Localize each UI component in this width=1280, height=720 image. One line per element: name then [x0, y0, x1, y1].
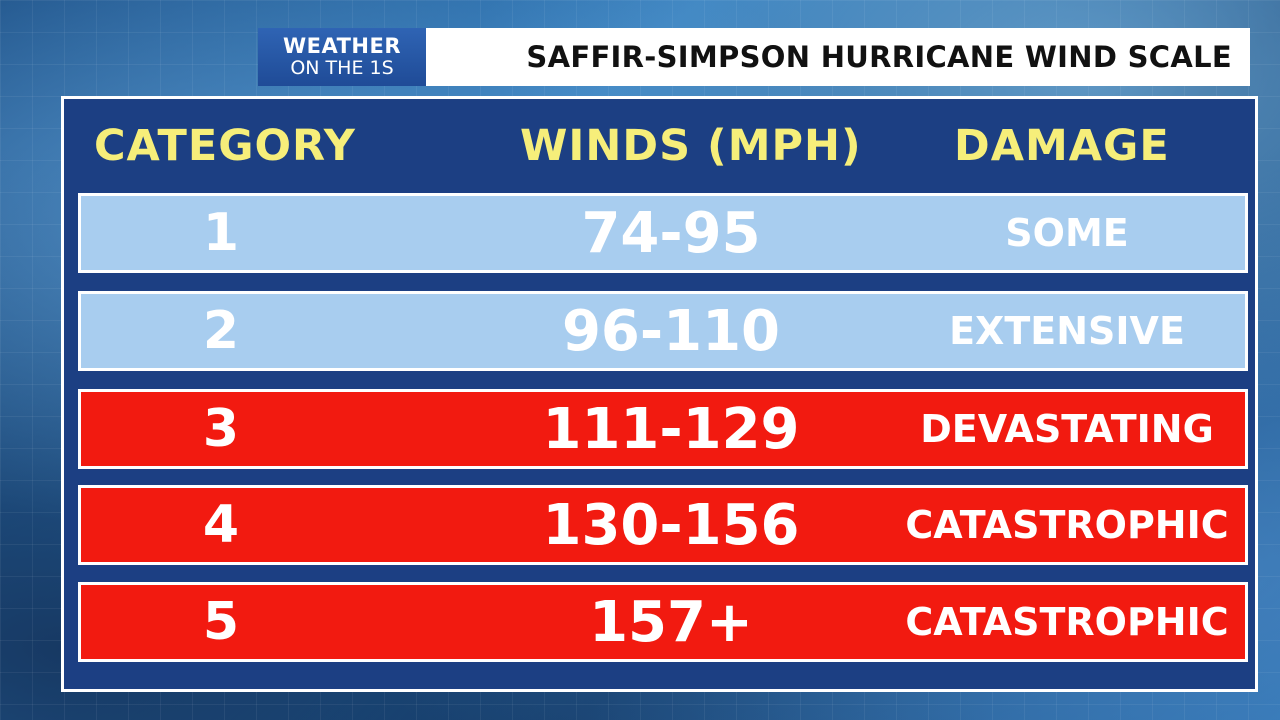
- damage-cell: SOME: [1005, 211, 1129, 255]
- table-row-category-2: 2 96-110 EXTENSIVE: [78, 291, 1248, 371]
- table-row-category-1: 1 74-95 SOME: [78, 193, 1248, 273]
- damage-cell: EXTENSIVE: [949, 309, 1185, 353]
- category-cell: 1: [202, 203, 240, 263]
- table-row-category-4: 4 130-156 CATASTROPHIC: [78, 485, 1248, 565]
- winds-cell: 111-129: [542, 396, 800, 462]
- category-cell: 4: [202, 495, 240, 555]
- category-cell: 5: [202, 592, 240, 652]
- damage-cell: CATASTROPHIC: [905, 503, 1229, 547]
- table-row-category-5: 5 157+ CATASTROPHIC: [78, 582, 1248, 662]
- damage-cell: CATASTROPHIC: [905, 600, 1229, 644]
- title-bar: SAFFIR-SIMPSON HURRICANE WIND SCALE: [426, 28, 1250, 86]
- wind-scale-table: CATEGORY WINDS (MPH) DAMAGE 1 74-95 SOME…: [61, 96, 1258, 692]
- brand-line-weather: WEATHER: [282, 34, 402, 58]
- winds-cell: 130-156: [542, 492, 800, 558]
- brand-line-on-the-1s: ON THE 1S: [290, 57, 394, 79]
- header-banner: WEATHER ON THE 1S SAFFIR-SIMPSON HURRICA…: [258, 28, 1250, 86]
- column-header-damage: DAMAGE: [954, 121, 1170, 171]
- category-cell: 2: [202, 301, 240, 361]
- winds-cell: 74-95: [581, 200, 761, 266]
- page-title: SAFFIR-SIMPSON HURRICANE WIND SCALE: [526, 40, 1232, 74]
- table-row-category-3: 3 111-129 DEVASTATING: [78, 389, 1248, 469]
- column-header-winds: WINDS (MPH): [520, 121, 862, 171]
- table-header-row: CATEGORY WINDS (MPH) DAMAGE: [64, 121, 1255, 177]
- winds-cell: 96-110: [561, 298, 781, 364]
- category-cell: 3: [202, 399, 240, 459]
- column-header-category: CATEGORY: [94, 121, 356, 171]
- winds-cell: 157+: [589, 589, 753, 655]
- brand-logo: WEATHER ON THE 1S: [258, 28, 426, 86]
- damage-cell: DEVASTATING: [920, 407, 1214, 451]
